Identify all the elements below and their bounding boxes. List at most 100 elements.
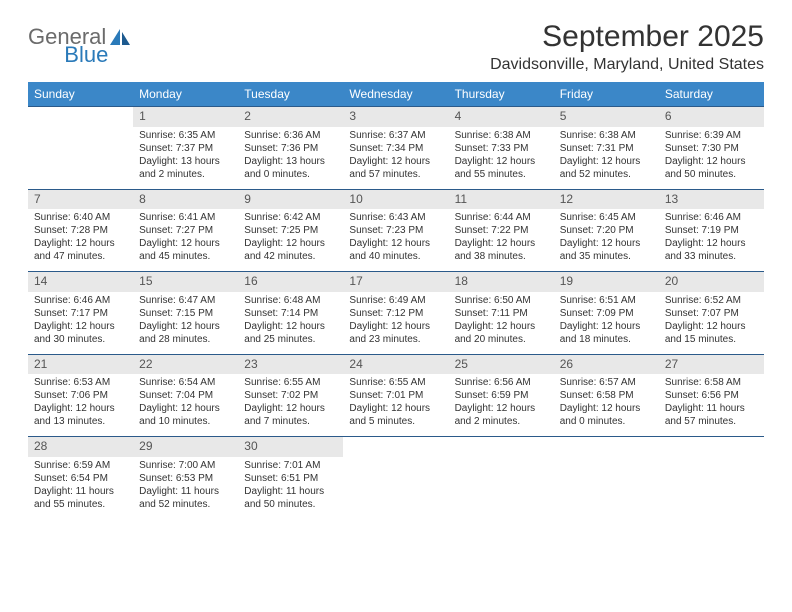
location-text: Davidsonville, Maryland, United States	[490, 56, 764, 74]
sunset-text: Sunset: 7:27 PM	[139, 224, 232, 237]
day-number: 3	[343, 107, 448, 127]
daylight-text: Daylight: 12 hours and 45 minutes.	[139, 237, 232, 263]
sunset-text: Sunset: 6:53 PM	[139, 472, 232, 485]
sunset-text: Sunset: 7:34 PM	[349, 142, 442, 155]
sunrise-text: Sunrise: 6:53 AM	[34, 376, 127, 389]
daylight-text: Daylight: 12 hours and 5 minutes.	[349, 402, 442, 428]
day-number: 18	[449, 272, 554, 292]
day-cell: 6Sunrise: 6:39 AMSunset: 7:30 PMDaylight…	[659, 107, 764, 190]
day-body: Sunrise: 6:44 AMSunset: 7:22 PMDaylight:…	[449, 209, 554, 271]
daylight-text: Daylight: 12 hours and 52 minutes.	[560, 155, 653, 181]
sunset-text: Sunset: 7:15 PM	[139, 307, 232, 320]
sunrise-text: Sunrise: 7:00 AM	[139, 459, 232, 472]
sunrise-text: Sunrise: 6:59 AM	[34, 459, 127, 472]
day-body: Sunrise: 6:46 AMSunset: 7:17 PMDaylight:…	[28, 292, 133, 354]
daylight-text: Daylight: 12 hours and 42 minutes.	[244, 237, 337, 263]
day-number: 22	[133, 355, 238, 375]
sunrise-text: Sunrise: 6:55 AM	[244, 376, 337, 389]
day-cell: 2Sunrise: 6:36 AMSunset: 7:36 PMDaylight…	[238, 107, 343, 190]
day-cell: 22Sunrise: 6:54 AMSunset: 7:04 PMDayligh…	[133, 354, 238, 437]
day-number: 23	[238, 355, 343, 375]
day-cell: 26Sunrise: 6:57 AMSunset: 6:58 PMDayligh…	[554, 354, 659, 437]
day-body: Sunrise: 6:42 AMSunset: 7:25 PMDaylight:…	[238, 209, 343, 271]
day-body: Sunrise: 6:41 AMSunset: 7:27 PMDaylight:…	[133, 209, 238, 271]
day-number: 27	[659, 355, 764, 375]
day-body: Sunrise: 6:55 AMSunset: 7:01 PMDaylight:…	[343, 374, 448, 436]
day-cell: 11Sunrise: 6:44 AMSunset: 7:22 PMDayligh…	[449, 189, 554, 272]
calendar-page: General Blue September 2025 Davidsonvill…	[0, 0, 792, 539]
sunrise-text: Sunrise: 6:48 AM	[244, 294, 337, 307]
day-body	[554, 457, 659, 515]
day-number: 24	[343, 355, 448, 375]
day-cell: 23Sunrise: 6:55 AMSunset: 7:02 PMDayligh…	[238, 354, 343, 437]
sunrise-text: Sunrise: 6:51 AM	[560, 294, 653, 307]
logo-text-blue: Blue	[64, 42, 108, 68]
day-body: Sunrise: 6:48 AMSunset: 7:14 PMDaylight:…	[238, 292, 343, 354]
daylight-text: Daylight: 12 hours and 35 minutes.	[560, 237, 653, 263]
sunrise-text: Sunrise: 6:45 AM	[560, 211, 653, 224]
sunrise-text: Sunrise: 6:49 AM	[349, 294, 442, 307]
sunset-text: Sunset: 7:33 PM	[455, 142, 548, 155]
day-number: 12	[554, 190, 659, 210]
day-cell: 17Sunrise: 6:49 AMSunset: 7:12 PMDayligh…	[343, 272, 448, 355]
daylight-text: Daylight: 13 hours and 2 minutes.	[139, 155, 232, 181]
sunset-text: Sunset: 7:01 PM	[349, 389, 442, 402]
daylight-text: Daylight: 12 hours and 33 minutes.	[665, 237, 758, 263]
day-body: Sunrise: 6:39 AMSunset: 7:30 PMDaylight:…	[659, 127, 764, 189]
day-body: Sunrise: 6:52 AMSunset: 7:07 PMDaylight:…	[659, 292, 764, 354]
daylight-text: Daylight: 12 hours and 15 minutes.	[665, 320, 758, 346]
daylight-text: Daylight: 12 hours and 38 minutes.	[455, 237, 548, 263]
day-number: 28	[28, 437, 133, 457]
day-body	[659, 457, 764, 515]
day-number: 30	[238, 437, 343, 457]
day-header: Monday	[133, 82, 238, 107]
sunrise-text: Sunrise: 6:46 AM	[665, 211, 758, 224]
sunrise-text: Sunrise: 6:37 AM	[349, 129, 442, 142]
day-number: 2	[238, 107, 343, 127]
daylight-text: Daylight: 11 hours and 50 minutes.	[244, 485, 337, 511]
day-cell: 20Sunrise: 6:52 AMSunset: 7:07 PMDayligh…	[659, 272, 764, 355]
daylight-text: Daylight: 12 hours and 23 minutes.	[349, 320, 442, 346]
day-header-row: Sunday Monday Tuesday Wednesday Thursday…	[28, 82, 764, 107]
day-cell	[343, 437, 448, 519]
daylight-text: Daylight: 11 hours and 55 minutes.	[34, 485, 127, 511]
sunrise-text: Sunrise: 6:54 AM	[139, 376, 232, 389]
sunrise-text: Sunrise: 6:46 AM	[34, 294, 127, 307]
day-cell: 5Sunrise: 6:38 AMSunset: 7:31 PMDaylight…	[554, 107, 659, 190]
daylight-text: Daylight: 12 hours and 55 minutes.	[455, 155, 548, 181]
sunrise-text: Sunrise: 6:55 AM	[349, 376, 442, 389]
day-number: 25	[449, 355, 554, 375]
day-number: 19	[554, 272, 659, 292]
daylight-text: Daylight: 12 hours and 0 minutes.	[560, 402, 653, 428]
day-number: 4	[449, 107, 554, 127]
logo: General Blue	[28, 20, 178, 50]
day-cell: 4Sunrise: 6:38 AMSunset: 7:33 PMDaylight…	[449, 107, 554, 190]
sunrise-text: Sunrise: 6:40 AM	[34, 211, 127, 224]
day-body: Sunrise: 7:00 AMSunset: 6:53 PMDaylight:…	[133, 457, 238, 519]
day-cell: 27Sunrise: 6:58 AMSunset: 6:56 PMDayligh…	[659, 354, 764, 437]
sunset-text: Sunset: 7:11 PM	[455, 307, 548, 320]
day-number: 6	[659, 107, 764, 127]
day-number: 29	[133, 437, 238, 457]
daylight-text: Daylight: 13 hours and 0 minutes.	[244, 155, 337, 181]
day-body: Sunrise: 6:51 AMSunset: 7:09 PMDaylight:…	[554, 292, 659, 354]
day-body: Sunrise: 6:37 AMSunset: 7:34 PMDaylight:…	[343, 127, 448, 189]
sunrise-text: Sunrise: 6:39 AM	[665, 129, 758, 142]
sunrise-text: Sunrise: 7:01 AM	[244, 459, 337, 472]
sunset-text: Sunset: 7:25 PM	[244, 224, 337, 237]
daylight-text: Daylight: 12 hours and 25 minutes.	[244, 320, 337, 346]
day-header: Wednesday	[343, 82, 448, 107]
day-body: Sunrise: 6:58 AMSunset: 6:56 PMDaylight:…	[659, 374, 764, 436]
daylight-text: Daylight: 12 hours and 2 minutes.	[455, 402, 548, 428]
day-body: Sunrise: 6:40 AMSunset: 7:28 PMDaylight:…	[28, 209, 133, 271]
daylight-text: Daylight: 12 hours and 40 minutes.	[349, 237, 442, 263]
day-number: 16	[238, 272, 343, 292]
day-cell: 24Sunrise: 6:55 AMSunset: 7:01 PMDayligh…	[343, 354, 448, 437]
day-number: 20	[659, 272, 764, 292]
day-cell: 3Sunrise: 6:37 AMSunset: 7:34 PMDaylight…	[343, 107, 448, 190]
week-row: 14Sunrise: 6:46 AMSunset: 7:17 PMDayligh…	[28, 272, 764, 355]
sunset-text: Sunset: 7:36 PM	[244, 142, 337, 155]
day-body: Sunrise: 6:50 AMSunset: 7:11 PMDaylight:…	[449, 292, 554, 354]
day-cell: 28Sunrise: 6:59 AMSunset: 6:54 PMDayligh…	[28, 437, 133, 519]
day-body: Sunrise: 6:56 AMSunset: 6:59 PMDaylight:…	[449, 374, 554, 436]
